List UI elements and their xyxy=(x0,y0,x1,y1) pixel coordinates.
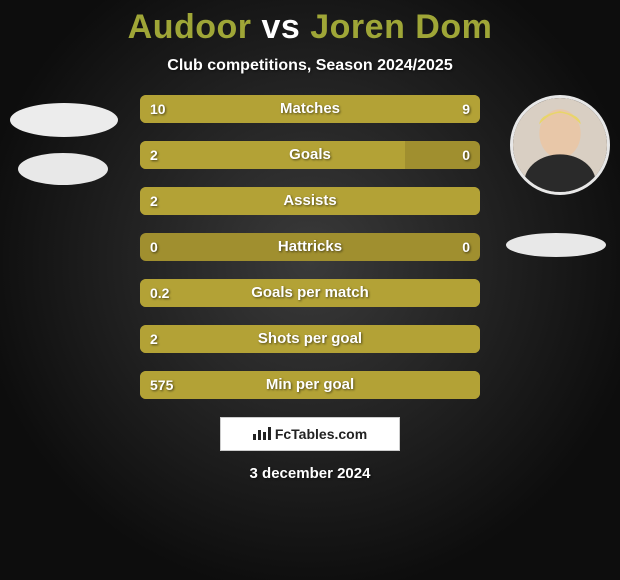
stat-label: Hattricks xyxy=(140,233,480,261)
subtitle: Club competitions, Season 2024/2025 xyxy=(0,57,620,75)
content-root: Audoor vs Joren Dom Club competitions, S… xyxy=(0,0,620,580)
title-player1: Audoor xyxy=(128,8,252,46)
stat-label: Assists xyxy=(140,187,480,215)
stat-row: 20Goals xyxy=(140,141,480,169)
avatar-player1-secondary xyxy=(18,153,108,185)
watermark: FcTables.com xyxy=(220,417,400,451)
watermark-text: FcTables.com xyxy=(275,426,367,442)
stat-row: 00Hattricks xyxy=(140,233,480,261)
stat-label: Goals xyxy=(140,141,480,169)
stat-label: Shots per goal xyxy=(140,325,480,353)
stat-label: Min per goal xyxy=(140,371,480,399)
stat-row: 2Shots per goal xyxy=(140,325,480,353)
avatar-player1 xyxy=(10,103,118,137)
stat-label: Matches xyxy=(140,95,480,123)
chart-icon xyxy=(253,426,271,443)
stat-row: 109Matches xyxy=(140,95,480,123)
stat-bars: 109Matches 20Goals 2Assists 00Hattricks 0.2G… xyxy=(140,95,480,399)
person-icon xyxy=(513,98,607,192)
avatar-player2-secondary xyxy=(506,233,606,257)
avatar-player2 xyxy=(510,95,610,195)
stat-row: 2Assists xyxy=(140,187,480,215)
title-separator: vs xyxy=(261,8,300,46)
date-label: 3 december 2024 xyxy=(0,465,620,482)
stat-label: Goals per match xyxy=(140,279,480,307)
compare-area: 109Matches 20Goals 2Assists 00Hattricks 0.2G… xyxy=(0,95,620,482)
title-player2: Joren Dom xyxy=(310,8,492,46)
stat-row: 575Min per goal xyxy=(140,371,480,399)
stat-row: 0.2Goals per match xyxy=(140,279,480,307)
page-title: Audoor vs Joren Dom xyxy=(0,0,620,47)
